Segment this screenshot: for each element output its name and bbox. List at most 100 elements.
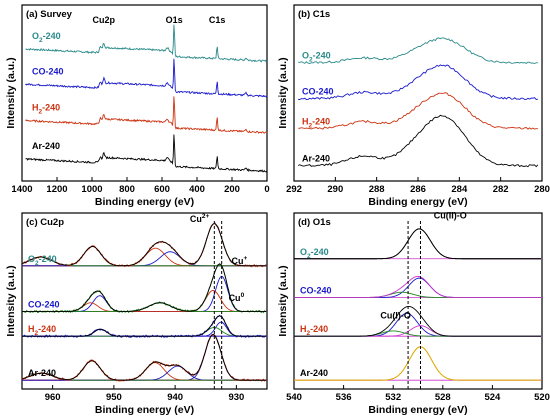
annotation-text: Cu [190, 214, 202, 224]
series-label-rest: -240 [312, 116, 330, 126]
x-tick-label: 0 [264, 184, 269, 195]
series-label-main: O [28, 254, 35, 264]
series-label: CO-240 [302, 87, 334, 97]
annotation-text: Cu [229, 293, 241, 303]
annotation: Cu+ [232, 255, 248, 266]
x-axis-label: Binding energy (eV) [95, 404, 194, 416]
series-label-sub: 2 [309, 122, 313, 129]
x-tick-label: 1200 [46, 184, 67, 195]
annotation-sup: 2+ [202, 213, 210, 220]
series-label-main: CO-240 [302, 87, 334, 97]
series-label-sub: 2 [39, 37, 43, 44]
x-tick-label: 532 [385, 392, 401, 403]
panel-d: 540 536 532 528 524 520 Binding energy (eV) Int… [277, 210, 550, 416]
raw-data-line [21, 333, 267, 382]
fit-component [294, 330, 542, 337]
series-label-sub: 2 [309, 57, 313, 64]
plot-frame-c [21, 212, 268, 390]
series-label-main: H [300, 324, 307, 334]
panel-title: (a) Survey [26, 9, 73, 20]
series-label: CO-240 [28, 300, 60, 310]
series-label-rest: -240 [42, 103, 60, 113]
raw-data-line [21, 222, 267, 268]
series-label-rest: -240 [39, 254, 57, 264]
fit-component [22, 321, 267, 337]
series-label: CO-240 [32, 66, 64, 76]
series-label-rest: -240 [310, 324, 328, 334]
plot-frame-a [21, 4, 268, 182]
y-axis-label: Intensity (a.u.) [277, 265, 289, 336]
fit-component [294, 325, 542, 337]
x-tick-label: 600 [154, 184, 170, 195]
series-label: Ar-240 [300, 368, 328, 378]
x-tick-label: 280 [534, 184, 550, 195]
y-axis-label: Intensity (a.u.) [277, 57, 289, 128]
fit-envelope [294, 228, 542, 260]
annotation-sup: 0 [241, 292, 245, 299]
x-tick-label: 288 [369, 184, 385, 195]
series-label-main: Ar-240 [32, 141, 60, 151]
fit-envelope [22, 263, 267, 313]
fit-component [294, 312, 542, 337]
series-label-main: O [302, 51, 309, 61]
fit-envelope [21, 333, 267, 381]
fit-component [294, 228, 542, 260]
annotation: Cu(II)-O [434, 210, 467, 220]
series-label-sub: 2 [35, 260, 39, 267]
plot-frame-d [293, 212, 543, 390]
series-line-CO-240 [25, 58, 268, 98]
x-tick-label: 200 [224, 184, 240, 195]
fit-envelope [294, 306, 542, 337]
series-label: H2-240 [302, 116, 330, 129]
series-label-sub: 2 [35, 330, 39, 337]
x-tick-label: 950 [106, 392, 122, 403]
annotation-text: Cu(II)-O [434, 210, 467, 220]
x-axis-label: Binding energy (eV) [368, 196, 467, 208]
y-axis-label: Intensity (a.u.) [5, 57, 17, 128]
series-label: O2-240 [302, 51, 331, 64]
series-label-rest: -240 [43, 31, 61, 41]
series-line-H2-240 [25, 96, 268, 134]
x-tick-label: 1400 [11, 184, 32, 195]
x-tick-label: 940 [167, 392, 183, 403]
x-tick-label: 540 [286, 392, 302, 403]
series-label: H2-240 [28, 324, 56, 337]
series-label: H2-240 [300, 324, 328, 337]
fit-envelope [294, 275, 542, 298]
series-label-sub: 2 [307, 253, 311, 260]
x-tick-label: 528 [435, 392, 451, 403]
peak-label: C1s [209, 15, 226, 25]
series-label-main: H [28, 324, 35, 334]
peak-label: O1s [166, 15, 183, 25]
series-label-main: CO-240 [28, 300, 60, 310]
panel-title: (c) Cu2p [26, 217, 64, 228]
x-tick-label: 524 [484, 392, 501, 403]
annotation: Cu2+ [190, 213, 210, 224]
x-axis-label: Binding energy (eV) [95, 196, 194, 208]
x-tick-label: 284 [451, 184, 468, 195]
x-tick-label: 520 [534, 392, 550, 403]
x-tick-label: 286 [410, 184, 426, 195]
x-tick-label: 290 [327, 184, 343, 195]
series-label-rest: -240 [311, 247, 329, 257]
x-tick-label: 960 [45, 392, 61, 403]
annotation: Cu0 [229, 292, 245, 303]
annotation-text: Cu [232, 256, 244, 266]
y-axis-label: Intensity (a.u.) [5, 265, 17, 336]
peak-label: Cu2p [92, 15, 115, 25]
series-label: O2-240 [32, 31, 61, 44]
series-label-main: CO-240 [300, 285, 332, 295]
raw-data-line [21, 314, 267, 339]
series-label-main: Ar-240 [28, 368, 56, 378]
x-tick-label: 282 [493, 184, 509, 195]
panel-b: 292 290 288 286 284 282 280 Binding energy (eV)… [277, 4, 550, 208]
fit-component [22, 333, 267, 381]
x-tick-label: 400 [189, 184, 205, 195]
series-line-H2-240 [298, 92, 538, 130]
series-label-main: H [302, 116, 309, 126]
series-label: Ar-240 [28, 368, 56, 378]
x-tick-label: 1000 [81, 184, 102, 195]
fit-component [294, 346, 542, 381]
annotation-text: Cu(I)-O [380, 311, 411, 321]
